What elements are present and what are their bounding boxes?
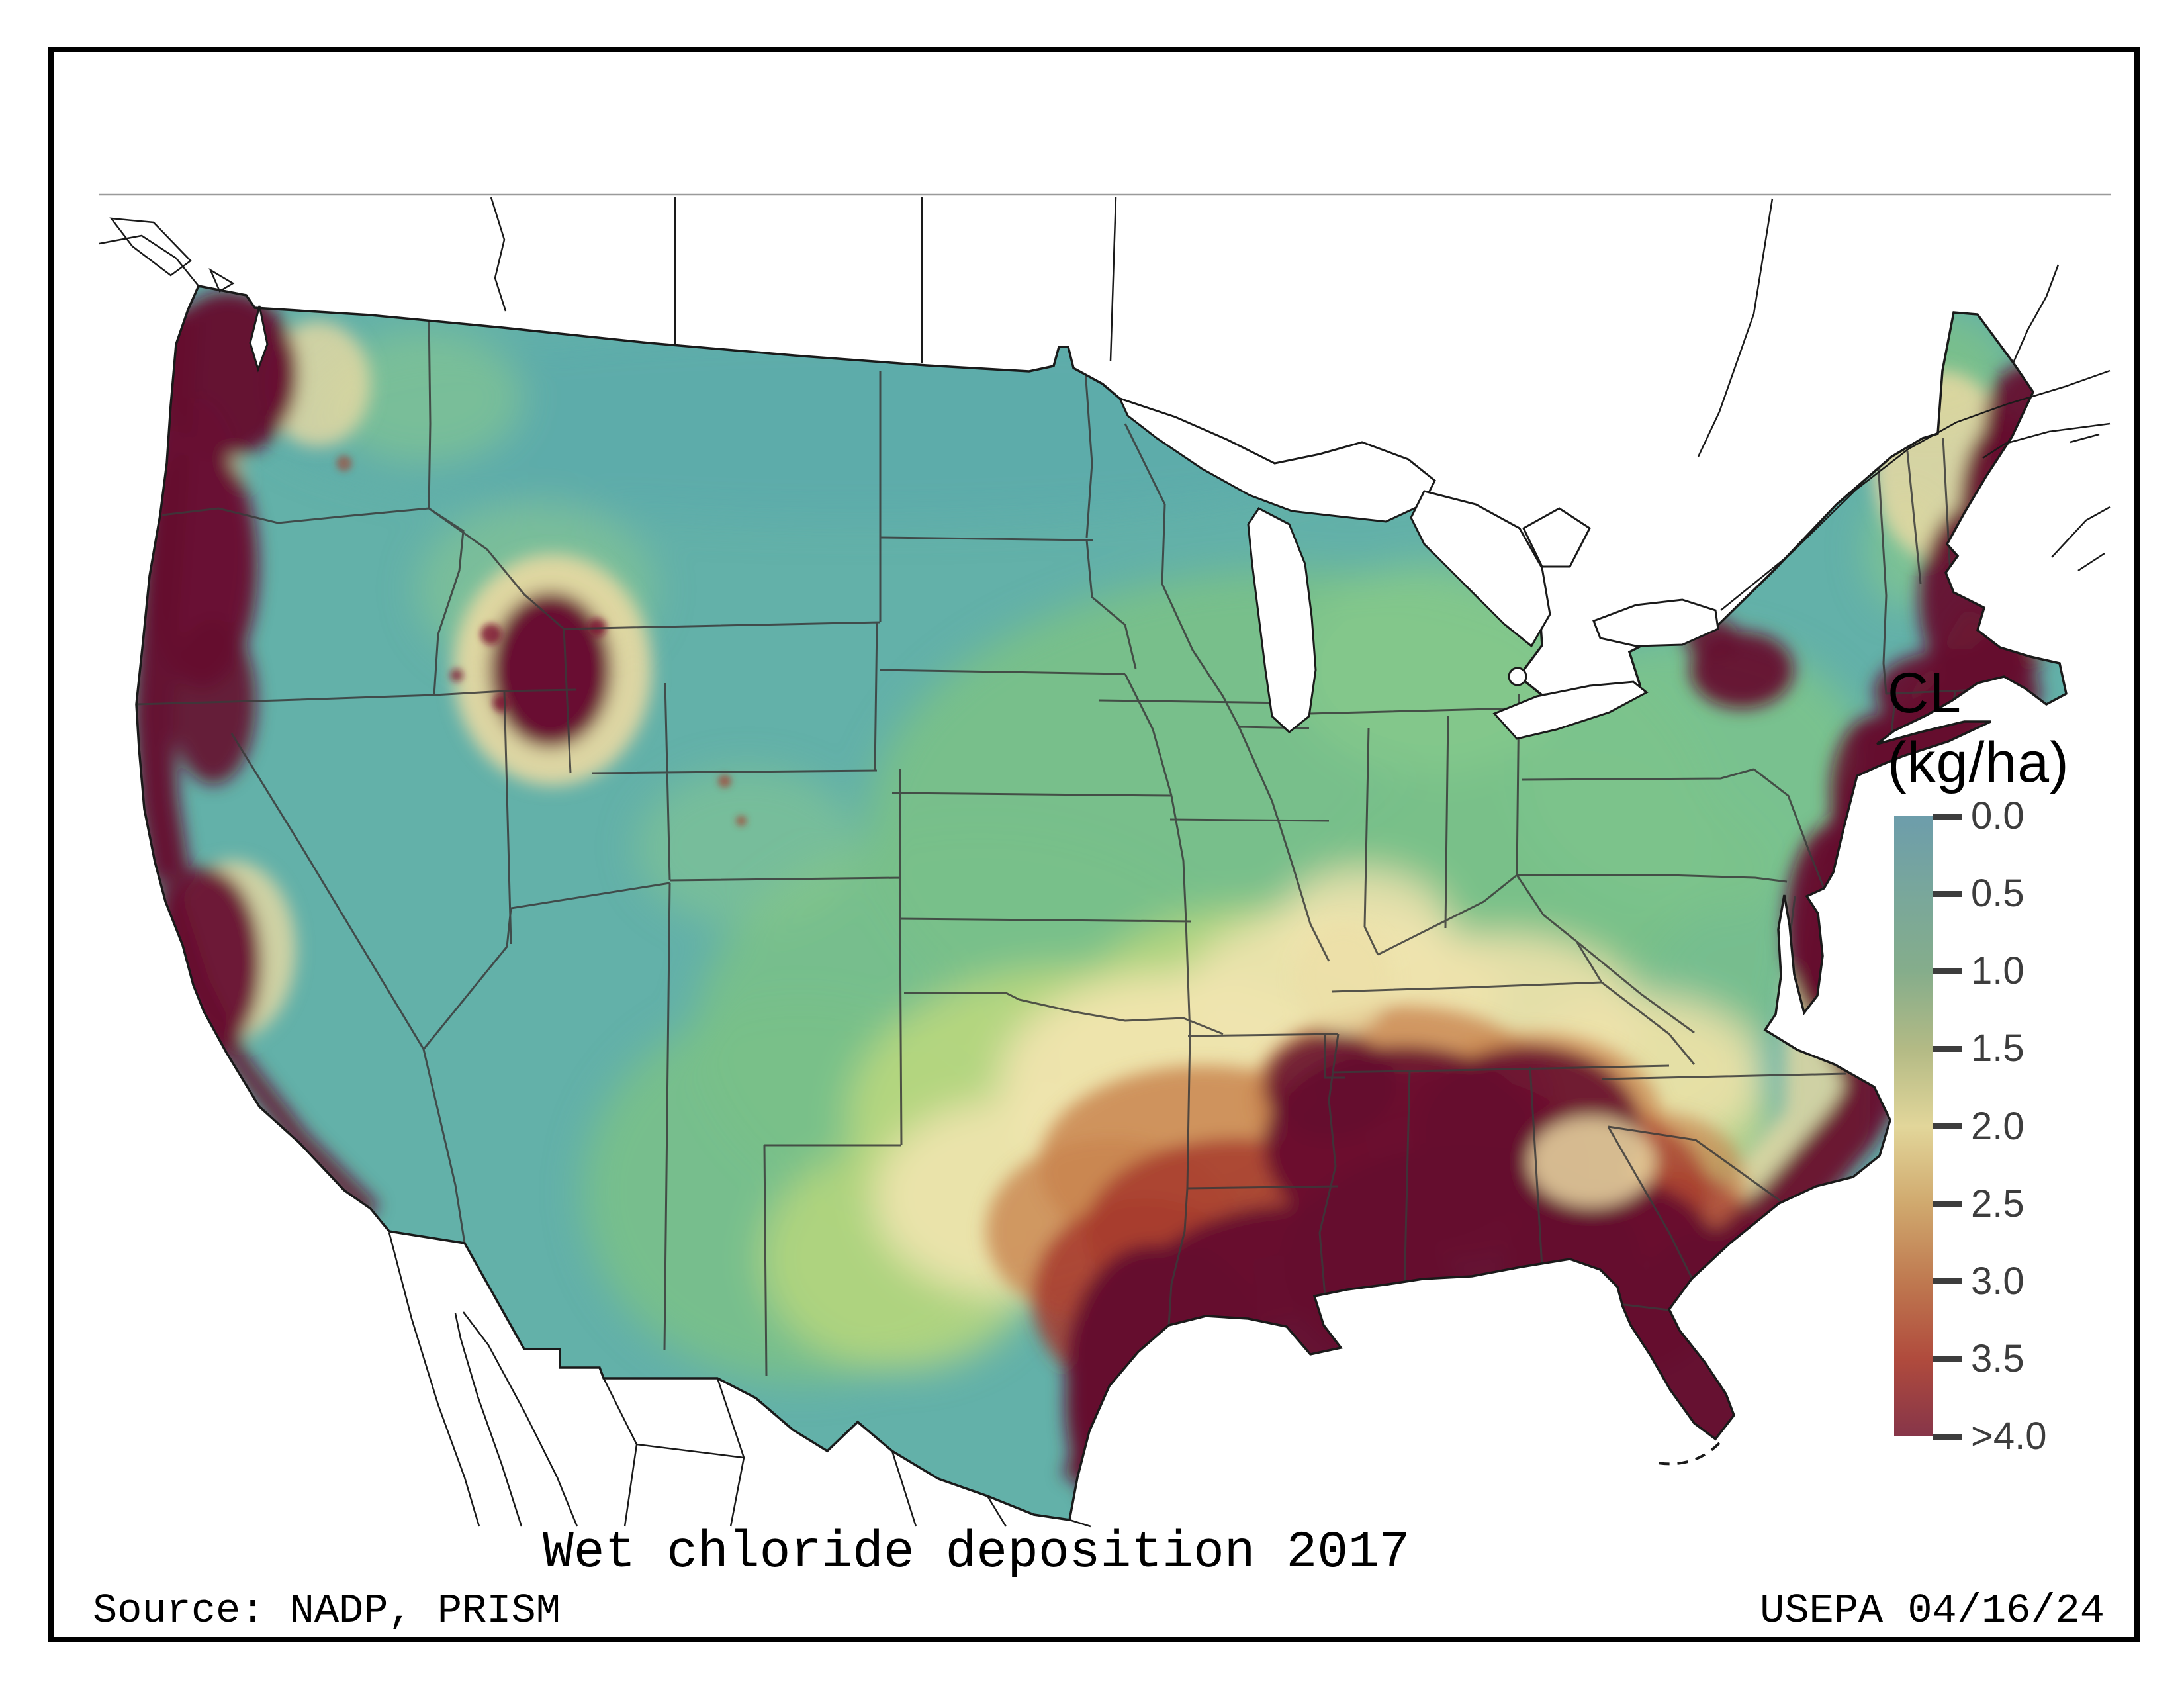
florida-keys xyxy=(1657,1442,1721,1466)
bc-alberta-border xyxy=(490,197,507,312)
baja-california xyxy=(388,1232,523,1527)
georgian-bay xyxy=(1522,507,1591,568)
colorbar-tick-mark xyxy=(1933,1045,1962,1052)
lake-huron xyxy=(1410,490,1551,648)
legend-title-line2: (kg/ha) xyxy=(1888,730,2070,794)
mexico-outline xyxy=(388,1232,1091,1528)
source-caption: Source: NADP, PRISM xyxy=(93,1587,561,1634)
st-lawrence-river xyxy=(1720,369,2111,611)
puget-sound xyxy=(249,305,269,373)
canada-outline xyxy=(99,197,2111,611)
colorbar-tick-mark xyxy=(1933,1356,1962,1362)
great-lakes xyxy=(249,305,1719,740)
colorbar-tick-label: 3.5 xyxy=(1971,1336,2025,1380)
lake-ontario xyxy=(1592,598,1719,647)
manitoba-ontario-border xyxy=(1109,197,1117,361)
colorbar-tick-mark xyxy=(1933,1201,1962,1207)
state-boundaries xyxy=(136,312,1981,1376)
page-border xyxy=(48,47,2140,1642)
colorbar-tick-label: 0.5 xyxy=(1971,872,2025,915)
colorbar-tick-mark xyxy=(1933,1278,1962,1285)
map-title: Wet chloride deposition 2017 xyxy=(543,1524,1410,1582)
colorbar-tick-label: >4.0 xyxy=(1971,1415,2047,1458)
legend-title-line1: CL xyxy=(1888,661,1962,725)
colorbar-tick-mark xyxy=(1933,1433,1962,1440)
prince-edward-island xyxy=(2070,433,2100,444)
colorbar-tick-mark xyxy=(1933,968,1962,974)
colorbar xyxy=(1894,816,1933,1436)
new-brunswick-border xyxy=(2012,264,2060,363)
colorbar-tick-mark xyxy=(1933,1123,1962,1129)
lake-erie xyxy=(1492,680,1649,740)
colorbar-tick-mark xyxy=(1933,813,1962,820)
lake-michigan xyxy=(1247,507,1317,733)
us-outline xyxy=(135,285,2068,1521)
colorbar-tick-label: 3.0 xyxy=(1971,1259,2025,1303)
colorbar-tick-label: 2.5 xyxy=(1971,1182,2025,1225)
colorbar-wrap: 0.0 0.5 1.0 1.5 2.0 2.5 3.0 3.5 >4.0 xyxy=(1894,794,2093,1458)
colorbar-tick-label: 2.0 xyxy=(1971,1104,2025,1148)
colorbar-tick-label: 1.0 xyxy=(1971,949,2025,993)
legend: CL (kg/ha) xyxy=(1888,659,2070,798)
colorbar-tick-label: 0.0 xyxy=(1971,794,2025,837)
colorbar-tick-mark xyxy=(1933,890,1962,897)
colorbar-tick-label: 1.5 xyxy=(1971,1027,2025,1070)
lake-st-clair xyxy=(1508,667,1527,686)
agency-date-caption: USEPA 04/16/24 xyxy=(1760,1587,2105,1634)
nova-scotia-coast xyxy=(2051,506,2111,572)
ontario-quebec-border xyxy=(1697,198,1774,457)
sonora-coast xyxy=(463,1311,578,1527)
